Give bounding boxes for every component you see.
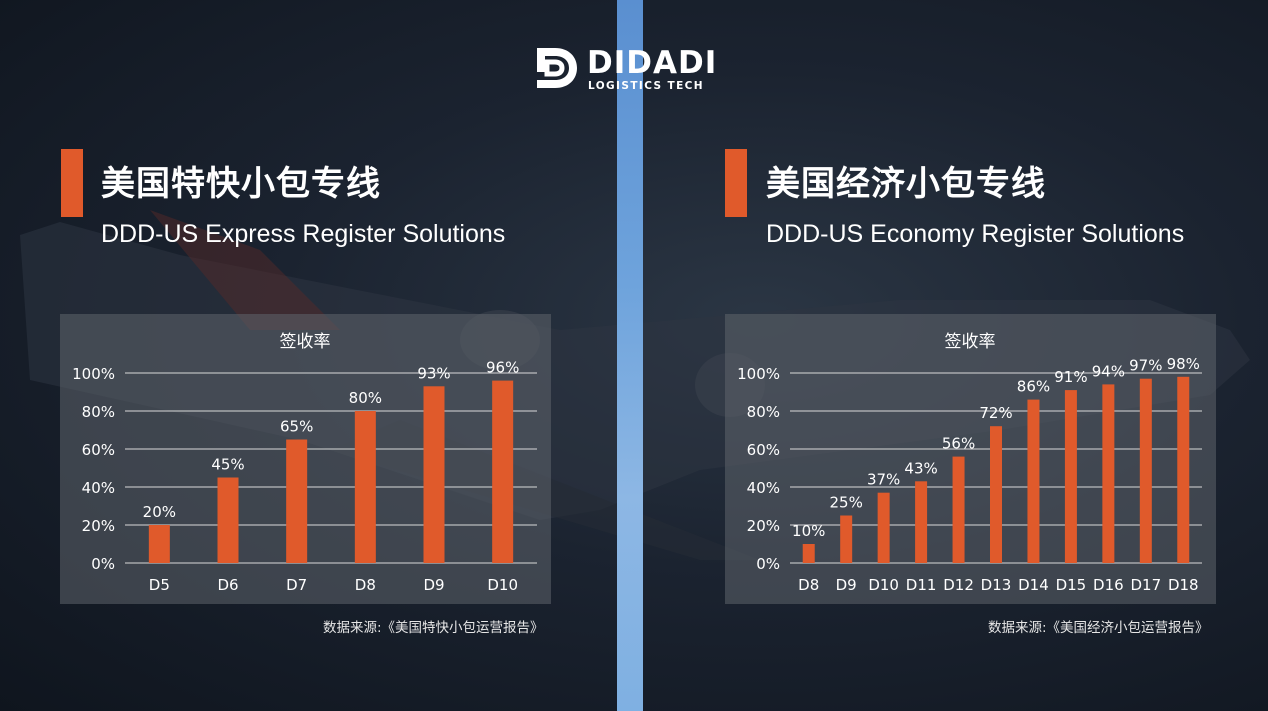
bar-D17 bbox=[1139, 378, 1152, 563]
bar-D11 bbox=[915, 481, 928, 563]
y-tick-label: 40% bbox=[747, 479, 780, 497]
bar-D7 bbox=[286, 439, 308, 563]
bar-D8 bbox=[354, 411, 376, 563]
left-accent-bar bbox=[61, 149, 83, 217]
bar-D10 bbox=[492, 380, 514, 563]
y-tick-label: 80% bbox=[82, 403, 115, 421]
data-label: 93% bbox=[417, 364, 450, 382]
right-title-cn: 美国经济小包专线 bbox=[766, 164, 1046, 204]
x-tick-label: D14 bbox=[1018, 576, 1049, 594]
x-tick-label: D15 bbox=[1056, 576, 1087, 594]
data-label: 94% bbox=[1092, 362, 1125, 380]
bar-D8 bbox=[802, 544, 815, 563]
bar-D10 bbox=[877, 492, 890, 563]
x-tick-label: D11 bbox=[906, 576, 937, 594]
data-label: 96% bbox=[486, 359, 519, 377]
data-label: 72% bbox=[979, 404, 1012, 422]
data-label: 86% bbox=[1017, 378, 1050, 396]
data-label: 97% bbox=[1129, 357, 1162, 375]
x-tick-label: D5 bbox=[149, 576, 170, 594]
x-tick-label: D12 bbox=[943, 576, 974, 594]
bar-D9 bbox=[423, 386, 445, 563]
x-tick-label: D9 bbox=[836, 576, 857, 594]
data-label: 80% bbox=[349, 389, 382, 407]
bar-D13 bbox=[990, 426, 1002, 563]
y-tick-label: 60% bbox=[82, 441, 115, 459]
y-tick-label: 40% bbox=[82, 479, 115, 497]
right-bar-chart: 签收率 0% 20% 40% 60% 80% 100% 10% D8 25% D9 37% D10 43%… bbox=[737, 332, 1202, 594]
bar-D15 bbox=[1064, 390, 1077, 563]
x-tick-label: D8 bbox=[798, 576, 819, 594]
data-label: 25% bbox=[830, 494, 863, 512]
x-tick-label: D10 bbox=[868, 576, 899, 594]
data-label: 43% bbox=[904, 459, 937, 477]
data-label: 10% bbox=[792, 522, 825, 540]
y-tick-label: 100% bbox=[737, 365, 780, 383]
x-tick-label: D18 bbox=[1168, 576, 1199, 594]
bar-D9 bbox=[840, 515, 853, 563]
data-label: 65% bbox=[280, 418, 313, 436]
y-tick-label: 60% bbox=[747, 441, 780, 459]
x-tick-label: D16 bbox=[1093, 576, 1124, 594]
y-tick-label: 20% bbox=[747, 517, 780, 535]
x-tick-label: D9 bbox=[423, 576, 444, 594]
x-tick-label: D17 bbox=[1130, 576, 1161, 594]
logo-mark-icon bbox=[537, 48, 577, 88]
x-tick-label: D6 bbox=[217, 576, 238, 594]
chart-title: 签收率 bbox=[945, 332, 996, 352]
data-label: 45% bbox=[211, 456, 244, 474]
y-tick-label: 100% bbox=[72, 365, 115, 383]
y-tick-label: 20% bbox=[82, 517, 115, 535]
chart-title: 签收率 bbox=[280, 332, 331, 352]
logo-name: DIDADI bbox=[587, 45, 718, 81]
bar-D6 bbox=[217, 477, 239, 563]
data-label: 56% bbox=[942, 435, 975, 453]
right-data-source: 数据来源:《美国经济小包运营报告》 bbox=[988, 620, 1209, 636]
bar-D12 bbox=[952, 456, 965, 563]
left-data-source: 数据来源:《美国特快小包运营报告》 bbox=[323, 620, 544, 636]
left-title-cn: 美国特快小包专线 bbox=[101, 164, 381, 204]
center-divider bbox=[617, 0, 643, 711]
left-title-en: DDD-US Express Register Solutions bbox=[101, 220, 506, 248]
bar-D16 bbox=[1102, 384, 1115, 563]
bar-D14 bbox=[1027, 399, 1040, 563]
logo-tagline: LOGISTICS TECH bbox=[588, 80, 704, 92]
x-tick-label: D10 bbox=[487, 576, 518, 594]
right-title-en: DDD-US Economy Register Solutions bbox=[766, 220, 1185, 248]
y-tick-label: 80% bbox=[747, 403, 780, 421]
y-tick-label: 0% bbox=[756, 555, 780, 573]
y-tick-label: 0% bbox=[91, 555, 115, 573]
data-label: 20% bbox=[143, 503, 176, 521]
left-chart-panel: 签收率 0% 20% 40% 60% 80% 100% 20% D5 45% D6 65% D7 80% D… bbox=[60, 314, 551, 604]
x-tick-label: D7 bbox=[286, 576, 307, 594]
x-tick-label: D8 bbox=[355, 576, 376, 594]
company-logo: DIDADI LOGISTICS TECH bbox=[533, 44, 733, 100]
data-label: 98% bbox=[1167, 355, 1200, 373]
left-bar-chart: 签收率 0% 20% 40% 60% 80% 100% 20% D5 45% D6 65% D7 80% D… bbox=[72, 332, 537, 594]
bar-D18 bbox=[1177, 376, 1190, 563]
data-label: 37% bbox=[867, 471, 900, 489]
data-label: 91% bbox=[1054, 368, 1087, 386]
right-chart-panel: 签收率 0% 20% 40% 60% 80% 100% 10% D8 25% D9 37% D10 43%… bbox=[725, 314, 1216, 604]
right-accent-bar bbox=[725, 149, 747, 217]
x-tick-label: D13 bbox=[981, 576, 1012, 594]
bar-D5 bbox=[148, 525, 170, 563]
